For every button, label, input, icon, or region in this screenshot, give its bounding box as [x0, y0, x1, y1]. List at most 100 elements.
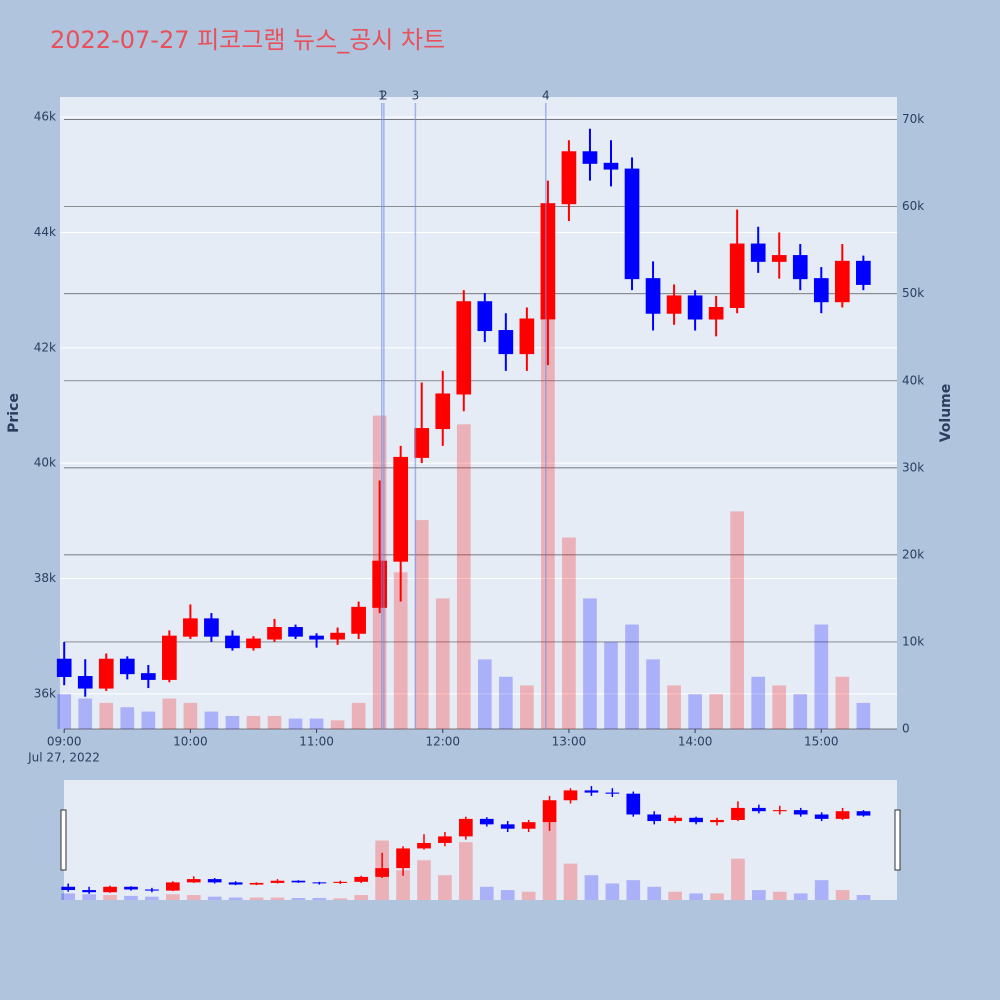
x-date-label: Jul 27, 2022: [27, 751, 100, 765]
y2-tick-label: 40k: [902, 373, 924, 387]
volume-bar: [688, 694, 702, 729]
volume-bar: [57, 694, 72, 729]
slider-candle-body: [542, 800, 557, 823]
slider-candle-body: [689, 817, 703, 823]
volume-bar: [99, 702, 114, 729]
slider-handle-right[interactable]: [894, 809, 901, 871]
slider-volume-bar: [145, 896, 159, 900]
slider-candle-body: [165, 882, 180, 891]
slider-volume-bar: [186, 895, 201, 900]
volume-bar: [477, 659, 492, 729]
candle-body: [708, 306, 724, 320]
slider-candle-body: [438, 836, 452, 843]
candle-body: [856, 260, 871, 285]
slider-volume-bar: [542, 822, 557, 900]
volume-bar: [225, 715, 240, 729]
slider-volume-bar: [584, 875, 599, 900]
slider-volume-bar: [479, 886, 494, 900]
slider-candle-body: [500, 824, 515, 829]
slider-volume-bar: [207, 896, 222, 900]
slider-candle-body: [228, 882, 243, 885]
candle-body: [645, 278, 661, 314]
y-axis-label: Price: [6, 393, 22, 433]
y2-tick-label: 10k: [902, 634, 924, 648]
slider-volume-bar: [626, 880, 641, 900]
candle-body: [603, 162, 619, 170]
slider-candle-body: [124, 886, 138, 890]
candle-body: [246, 638, 261, 649]
candle-body: [813, 278, 829, 303]
slider-candle-body: [856, 811, 871, 816]
candle-body: [372, 560, 387, 608]
slider-candle-body: [668, 817, 682, 822]
slider-candle-body: [186, 879, 201, 883]
slider-volume-bar: [270, 897, 285, 900]
slider-volume-bar: [417, 860, 431, 900]
slider-candle-body: [61, 886, 76, 891]
slider-volume-bar: [563, 863, 578, 900]
volume-bar: [162, 698, 177, 729]
slider-volume-bar: [856, 895, 871, 900]
slider-volume-bar: [291, 898, 306, 900]
candle-body: [351, 606, 366, 634]
candle-body: [267, 627, 282, 640]
slider-volume-bar: [249, 897, 264, 900]
plot-area: [60, 97, 897, 729]
y-tick-label: 36k: [34, 686, 56, 700]
volume-bar: [772, 685, 787, 729]
y2-tick-label: 30k: [902, 460, 924, 474]
slider-volume-bar: [835, 890, 850, 900]
slider-candle-body: [835, 811, 850, 819]
volume-bar: [435, 598, 450, 729]
range-slider[interactable]: [64, 780, 897, 900]
candle-body: [183, 618, 198, 637]
volume-bar: [730, 511, 745, 729]
slider-volume-bar: [668, 891, 682, 900]
slider-volume-bar: [772, 891, 787, 900]
volume-bar: [814, 624, 829, 729]
slider-candle-body: [814, 814, 829, 819]
slider-candle-body: [521, 822, 536, 829]
volume-bar: [309, 718, 324, 729]
candle-body: [330, 632, 345, 640]
slider-volume-bar: [521, 891, 536, 900]
candle-body: [309, 635, 324, 640]
candle-body: [98, 658, 114, 689]
y-tick-label: 42k: [34, 340, 56, 354]
slider-volume-bar: [459, 842, 473, 900]
volume-bar: [541, 319, 555, 729]
slider-volume-bar: [103, 895, 117, 900]
candle-body: [119, 658, 135, 675]
slider-candle-body: [584, 790, 599, 793]
slider-volume-bar: [500, 890, 515, 900]
slider-candle-body: [647, 814, 662, 822]
candle-body: [414, 428, 430, 458]
slider-candle-body: [396, 848, 410, 869]
y2-tick-label: 0: [902, 722, 910, 736]
slider-candle-body: [333, 881, 348, 883]
candle-body: [162, 635, 177, 680]
slider-candle-body: [207, 879, 222, 883]
slider-volume-bar: [814, 880, 829, 900]
slider-candle-body: [731, 807, 745, 820]
volume-bar: [646, 659, 660, 729]
slider-volume-bar: [82, 894, 96, 900]
slider-candle-body: [82, 890, 96, 893]
x-tick-label: 10:00: [173, 735, 208, 749]
slider-volume-bar: [124, 895, 138, 900]
slider-handle-left[interactable]: [60, 809, 67, 871]
y-tick-label: 38k: [34, 571, 56, 585]
volume-bar: [709, 694, 723, 729]
volume-bar: [856, 702, 871, 729]
volume-bar: [456, 424, 471, 729]
volume-bar: [520, 685, 534, 729]
slider-candle-body: [103, 886, 117, 893]
slider-volume-bar: [165, 894, 180, 900]
slider-candle-body: [479, 818, 494, 825]
candle-body: [792, 255, 808, 280]
volume-bar: [562, 537, 576, 729]
candle-body: [204, 618, 219, 637]
slider-candle-body: [417, 842, 431, 849]
candle-body: [729, 243, 745, 308]
slider-candle-body: [375, 868, 389, 877]
